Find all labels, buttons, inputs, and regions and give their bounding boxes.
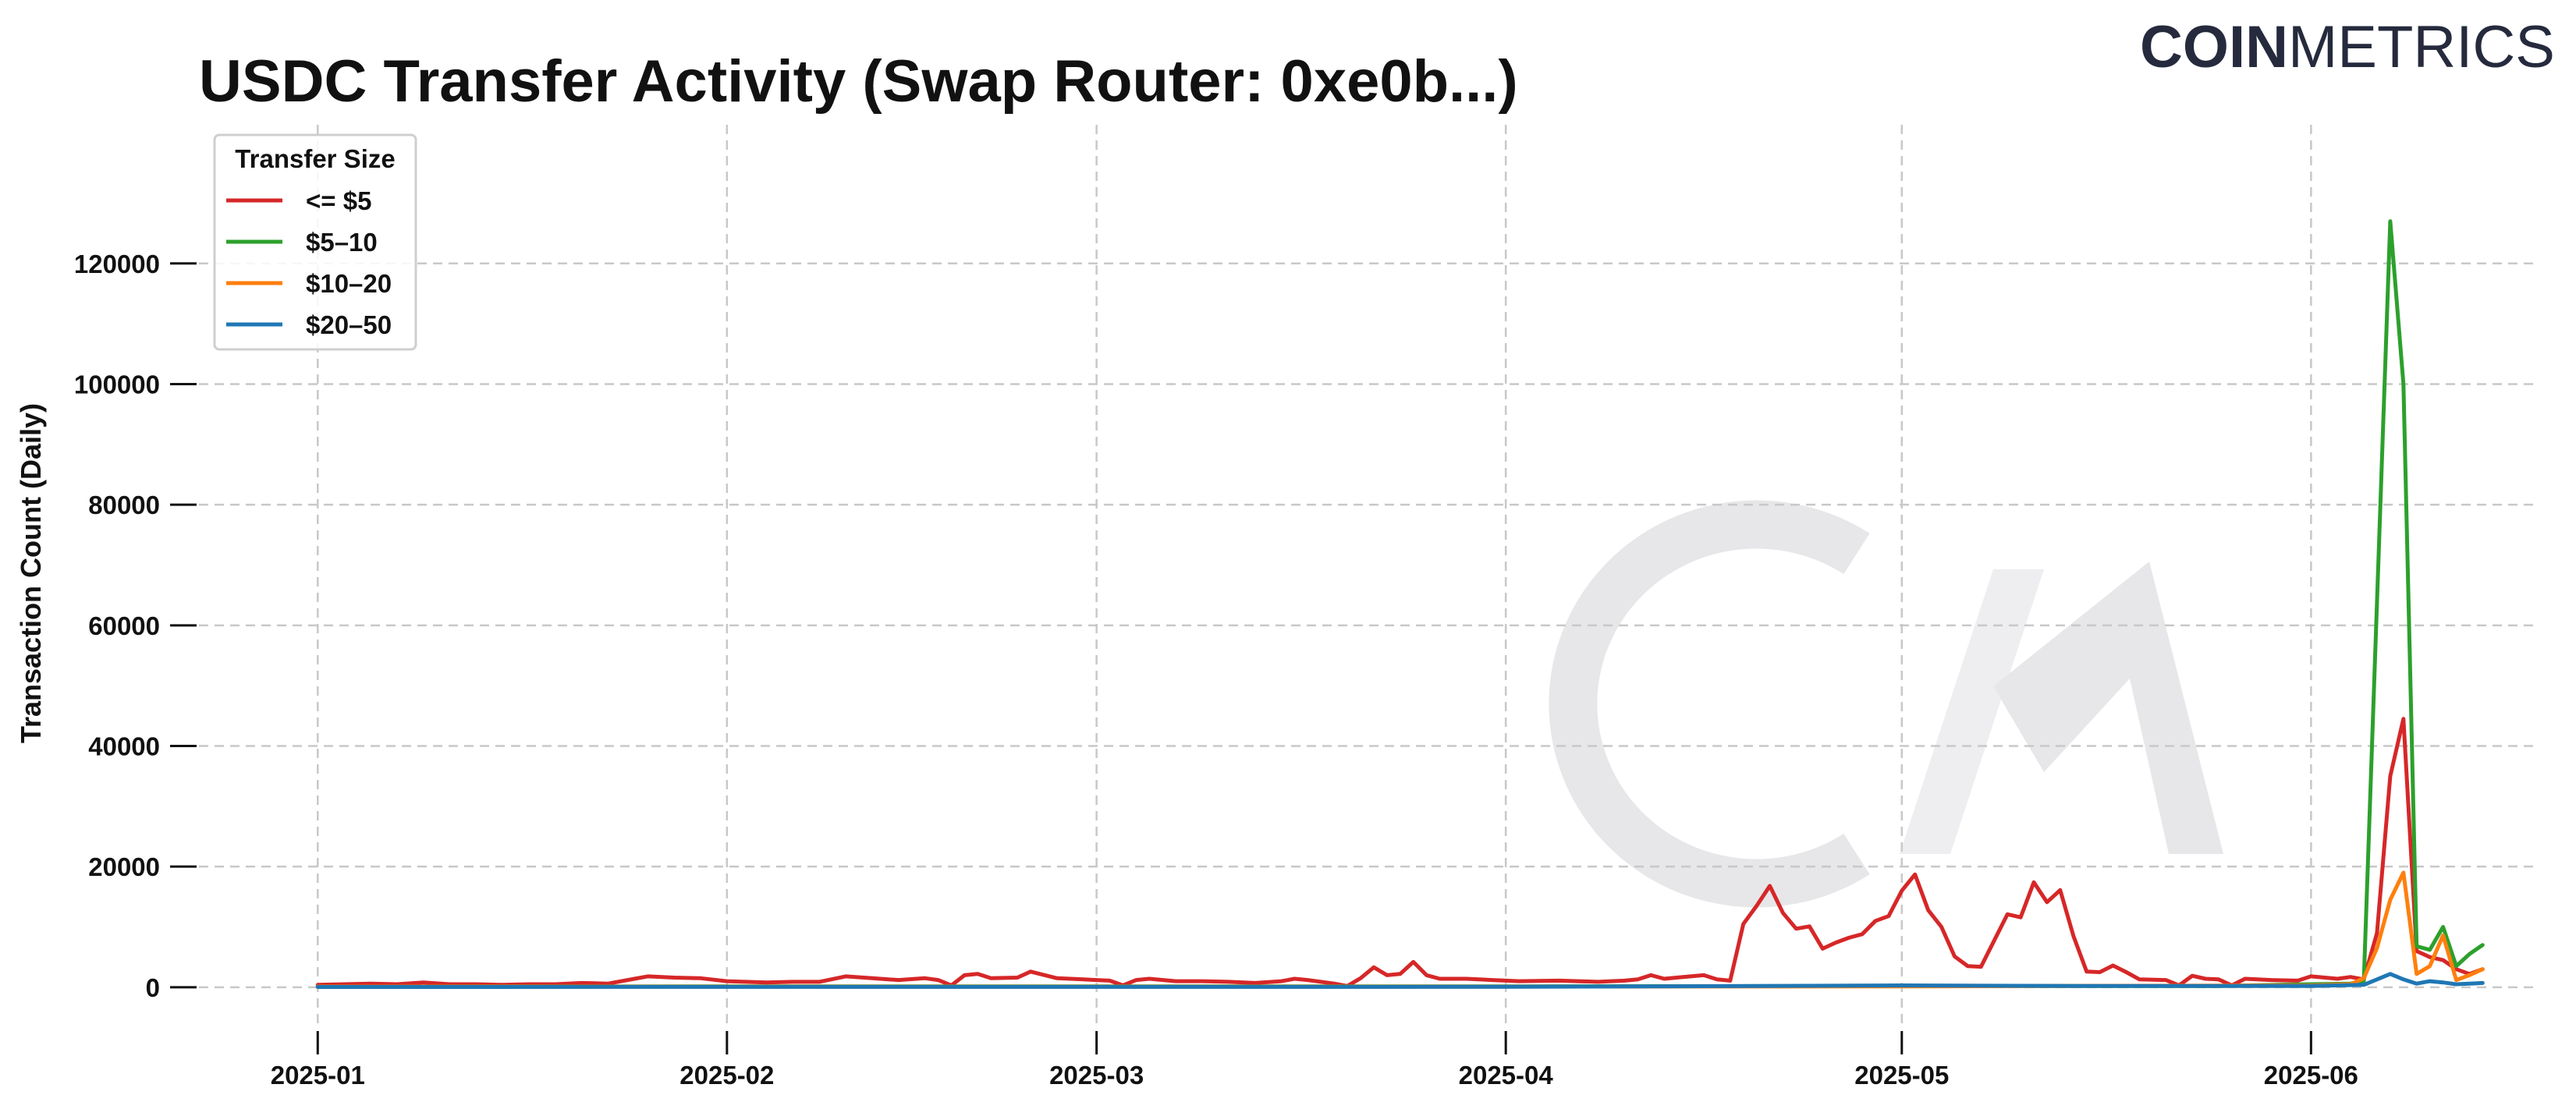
x-tick-label-1: 2025-02 <box>679 1061 774 1090</box>
watermark-slash <box>1900 569 2044 854</box>
y-tick-label-6: 120000 <box>74 250 160 278</box>
series-line-2 <box>315 870 2485 989</box>
y-tick-label-3: 60000 <box>88 611 160 640</box>
y-tick-label-4: 80000 <box>88 491 160 519</box>
y-axis: 0 20000 40000 60000 80000 100000 120000 <box>74 250 197 1002</box>
legend-label-2: $10–20 <box>306 269 392 298</box>
chart-title: USDC Transfer Activity (Swap Router: 0xe… <box>199 48 1518 115</box>
legend: Transfer Size <= $5 $5–10 $10–20 $20–50 <box>213 133 417 351</box>
x-axis: 2025-01 2025-02 2025-03 2025-04 2025-05 2025-… <box>271 1031 2358 1090</box>
series-line-0 <box>315 717 2485 988</box>
watermark-m <box>1993 562 2223 854</box>
x-tick-label-3: 2025-04 <box>1459 1061 1554 1090</box>
y-axis-label: Transaction Count (Daily) <box>15 403 47 743</box>
y-tick-label-0: 0 <box>146 973 160 1002</box>
legend-label-0: <= $5 <box>306 186 371 215</box>
legend-label-1: $5–10 <box>306 228 378 257</box>
chart-series <box>315 219 2485 989</box>
watermark-c-arc <box>1549 500 1870 908</box>
legend-title: Transfer Size <box>235 144 395 173</box>
y-tick-label-1: 20000 <box>88 852 160 881</box>
legend-box <box>213 133 417 351</box>
chart-grid <box>199 125 2535 1029</box>
brand-logo-part1: COIN <box>2140 14 2288 80</box>
brand-logo-part2: METRICS <box>2288 14 2555 80</box>
x-tick-label-5: 2025-06 <box>2264 1061 2358 1090</box>
y-tick-label-2: 40000 <box>88 732 160 761</box>
legend-label-3: $20–50 <box>306 310 392 339</box>
x-tick-label-2: 2025-03 <box>1049 1061 1144 1090</box>
cm-watermark-logo <box>1549 500 2223 908</box>
y-tick-label-5: 100000 <box>74 370 160 399</box>
series-line-3 <box>315 972 2485 989</box>
brand-logo: COINMETRICS <box>2140 14 2555 80</box>
x-tick-label-4: 2025-05 <box>1854 1061 1949 1090</box>
x-tick-label-0: 2025-01 <box>271 1061 365 1090</box>
